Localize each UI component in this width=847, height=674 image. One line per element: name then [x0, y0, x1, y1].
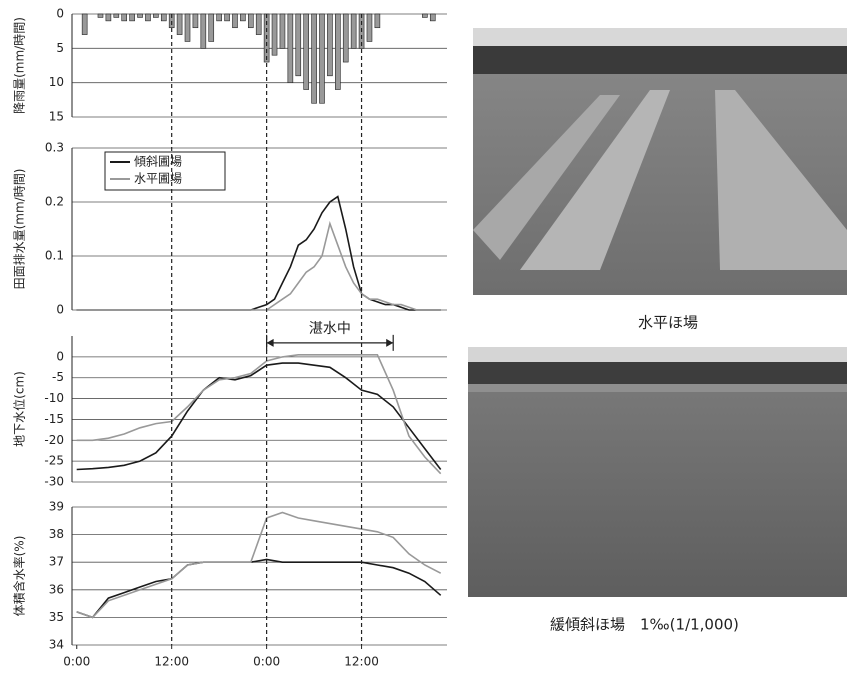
bar [130, 14, 135, 21]
line-series [77, 363, 441, 469]
bar [145, 14, 150, 21]
bar [82, 14, 87, 35]
y-tick-label: 34 [49, 638, 64, 652]
bar [296, 14, 301, 76]
bar [225, 14, 230, 21]
bar [177, 14, 182, 35]
y-axis-label: 降雨量(mm/時間) [13, 17, 27, 114]
photo-slope-field [468, 347, 847, 597]
y-tick-label: 0 [56, 7, 64, 21]
bar [240, 14, 245, 21]
y-tick-label: 0.3 [45, 141, 64, 155]
y-tick-label: 37 [49, 555, 64, 569]
bar [161, 14, 166, 21]
bar [351, 14, 356, 48]
y-tick-label: 5 [56, 41, 64, 55]
x-tick-label: 0:00 [63, 655, 90, 669]
y-tick-label: 39 [49, 500, 64, 514]
y-tick-label: -30 [44, 475, 64, 489]
y-tick-label: 0.1 [45, 249, 64, 263]
bar [280, 14, 285, 48]
bar [232, 14, 237, 28]
bar [248, 14, 253, 28]
bar [106, 14, 111, 21]
y-tick-label: 0.2 [45, 195, 64, 209]
legend-label: 傾斜圃場 [134, 155, 182, 169]
bar [327, 14, 332, 76]
line-series [77, 224, 441, 310]
photo-level-field [473, 28, 847, 295]
bar [153, 14, 158, 17]
bar [98, 14, 103, 17]
y-tick-label: 0 [56, 303, 64, 317]
y-tick-label: 38 [49, 527, 64, 541]
bar [209, 14, 214, 41]
legend-label: 水平圃場 [134, 172, 182, 186]
bar [193, 14, 198, 28]
line-series [77, 513, 441, 618]
bar [367, 14, 372, 41]
bar [217, 14, 222, 21]
bar [122, 14, 127, 21]
y-tick-label: -5 [52, 370, 64, 384]
photo-caption: 水平ほ場 [638, 314, 698, 332]
bar [138, 14, 143, 17]
y-tick-label: -10 [44, 391, 64, 405]
bar [304, 14, 309, 90]
line-series [77, 197, 441, 310]
photo-caption: 緩傾斜ほ場 1‰(1/1,000) [550, 616, 739, 634]
y-tick-label: 15 [49, 110, 64, 124]
bar [201, 14, 206, 48]
y-axis-label: 体積含水率(%) [12, 536, 27, 617]
bar [320, 14, 325, 103]
x-tick-label: 12:00 [344, 655, 379, 669]
y-tick-label: 0 [56, 349, 64, 363]
figure: 水平ほ場 緩傾斜ほ場 1‰(1/1,000) 0 5 10 15 降雨量(mm/時間) 0… [0, 0, 847, 674]
bar [256, 14, 261, 35]
bar [343, 14, 348, 62]
y-axis-label: 田面排水量(mm/時間) [13, 169, 27, 290]
line-series [77, 355, 441, 474]
y-tick-label: -15 [44, 412, 64, 426]
y-tick-label: 36 [49, 582, 64, 596]
y-axis-label: 地下水位(cm) [12, 371, 27, 447]
annotation-text: 湛水中 [309, 321, 351, 337]
bar [272, 14, 277, 55]
bar [312, 14, 317, 103]
y-tick-label: -25 [44, 454, 64, 468]
chart: 水平ほ場 緩傾斜ほ場 1‰(1/1,000) 0 5 10 15 降雨量(mm/時間) 0… [0, 0, 847, 674]
y-tick-label: 35 [49, 610, 64, 624]
line-series [77, 559, 441, 617]
x-tick-label: 0:00 [253, 655, 280, 669]
bar [422, 14, 427, 17]
bar [185, 14, 190, 41]
y-tick-label: -20 [44, 433, 64, 447]
bar [375, 14, 380, 28]
y-tick-label: 10 [49, 75, 64, 89]
bar [114, 14, 119, 17]
bar [335, 14, 340, 90]
bar [430, 14, 435, 21]
bar [288, 14, 293, 83]
x-tick-label: 12:00 [154, 655, 189, 669]
